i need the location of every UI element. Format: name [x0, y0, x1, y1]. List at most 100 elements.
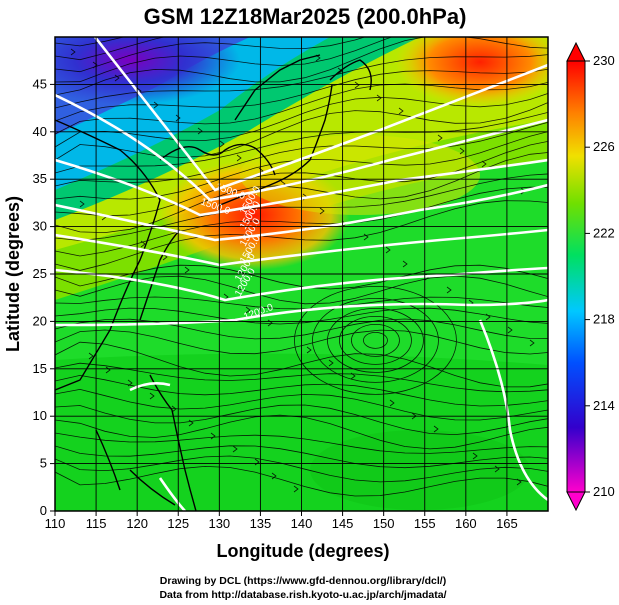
flow-arrow: [389, 399, 395, 407]
flow-arrow: [197, 127, 203, 135]
flow-arrow: [315, 54, 321, 62]
flow-arrow: [328, 359, 334, 367]
streamline: [55, 388, 548, 421]
flow-arrow: [293, 485, 299, 493]
streamline: [55, 102, 548, 161]
flow-arrow: [376, 94, 382, 102]
x-tick-label-150: 150: [373, 516, 395, 531]
streamline: [55, 341, 548, 388]
x-tick-label-110: 110: [45, 516, 66, 531]
streamline: [55, 81, 548, 135]
flow-arrow: [184, 266, 190, 274]
streamline: [55, 465, 548, 497]
streamline: [55, 445, 548, 469]
x-tick-label-120: 120: [126, 516, 148, 531]
flow-arrow: [437, 134, 443, 142]
streamline: [55, 111, 548, 174]
streamline-swirl: [351, 323, 400, 357]
y-tick-label-25: 25: [33, 266, 47, 281]
x-axis-label: Longitude (degrees): [216, 541, 389, 561]
flow-arrow: [398, 107, 404, 115]
colorbar-tick-label-218: 218: [593, 312, 615, 327]
coastlines: [55, 54, 372, 511]
colorbar-scale: [566, 60, 586, 493]
flow-arrow: [446, 286, 452, 294]
credit-drawing: Drawing by DCL (https://www.gfd-dennou.o…: [160, 575, 446, 587]
x-tick-label-165: 165: [496, 516, 518, 531]
colorbar-tick-label-230: 230: [593, 53, 615, 68]
streamline: [55, 37, 393, 83]
streamline: [55, 186, 548, 257]
x-tick-label-160: 160: [455, 516, 477, 531]
flow-arrow: [481, 160, 487, 168]
map-title: GSM 12Z18Mar2025 (200.0hPa): [144, 4, 467, 29]
x-tick-label-130: 130: [208, 516, 230, 531]
y-axis-ticks: 0 5 10 15 20 25 30 35 40 45: [33, 76, 55, 518]
flow-arrow: [140, 240, 146, 248]
wind-streamlines: [55, 37, 548, 497]
flow-arrow: [88, 352, 94, 360]
x-tick-label-155: 155: [414, 516, 436, 531]
flow-arrow: [171, 405, 177, 413]
flow-arrow: [114, 74, 120, 82]
x-tick-label-125: 125: [167, 516, 189, 531]
flow-arrow: [363, 233, 369, 241]
x-tick-label-135: 135: [250, 516, 272, 531]
flow-arrow: [350, 372, 356, 380]
flow-arrow: [92, 61, 98, 69]
flow-arrow: [219, 140, 225, 148]
flow-arrow: [105, 366, 111, 374]
streamline: [55, 362, 548, 393]
flow-arrow: [149, 392, 155, 400]
flow-arrow: [472, 452, 478, 460]
y-tick-label-35: 35: [33, 171, 47, 186]
streamline: [55, 329, 548, 355]
y-axis-label: Latitude (degrees): [3, 196, 23, 352]
colorbar-tick-label-222: 222: [593, 225, 615, 240]
colorbar-tick-label-214: 214: [593, 398, 615, 413]
flow-arrow: [337, 67, 343, 75]
streamline: [55, 37, 166, 61]
streamline-swirl: [294, 285, 457, 395]
geopotential-contours: [55, 37, 548, 511]
x-tick-label-115: 115: [86, 516, 107, 531]
colorbar-top-arrow: [566, 41, 586, 62]
flow-arrow: [245, 306, 251, 314]
flow-arrow: [271, 472, 277, 480]
streamline: [55, 404, 548, 436]
streamline: [55, 121, 548, 187]
y-tick-label-5: 5: [40, 456, 47, 471]
colorbar-tick-label-226: 226: [593, 139, 615, 154]
flow-arrow: [529, 339, 535, 347]
y-tick-label-10: 10: [33, 408, 47, 423]
flow-arrow: [507, 326, 513, 334]
streamline: [55, 93, 548, 148]
y-tick-label-30: 30: [33, 219, 47, 234]
flow-arrow: [485, 313, 491, 321]
streamline: [55, 140, 548, 217]
flow-arrow: [354, 81, 360, 89]
streamline: [55, 173, 548, 241]
flow-arrow: [236, 154, 242, 162]
flow-arrow: [188, 419, 194, 427]
flow-arrow: [319, 207, 325, 215]
streamline: [55, 37, 366, 73]
y-tick-label-15: 15: [33, 361, 47, 376]
flow-arrow: [79, 200, 85, 208]
graticule: [55, 37, 548, 511]
flow-arrow: [516, 478, 522, 486]
streamline-swirl: [312, 297, 439, 383]
flow-arrow: [494, 465, 500, 473]
y-tick-label-0: 0: [40, 503, 47, 518]
streamline: [55, 131, 548, 200]
streamline: [55, 318, 548, 340]
flow-arrow: [433, 425, 439, 433]
flow-arrow: [70, 48, 76, 56]
streamline-swirl: [327, 307, 424, 373]
flow-arrow: [459, 147, 465, 155]
flow-arrow: [127, 379, 133, 387]
flow-arrow: [210, 432, 216, 440]
streamline: [55, 414, 548, 450]
flow-arrow: [385, 246, 391, 254]
